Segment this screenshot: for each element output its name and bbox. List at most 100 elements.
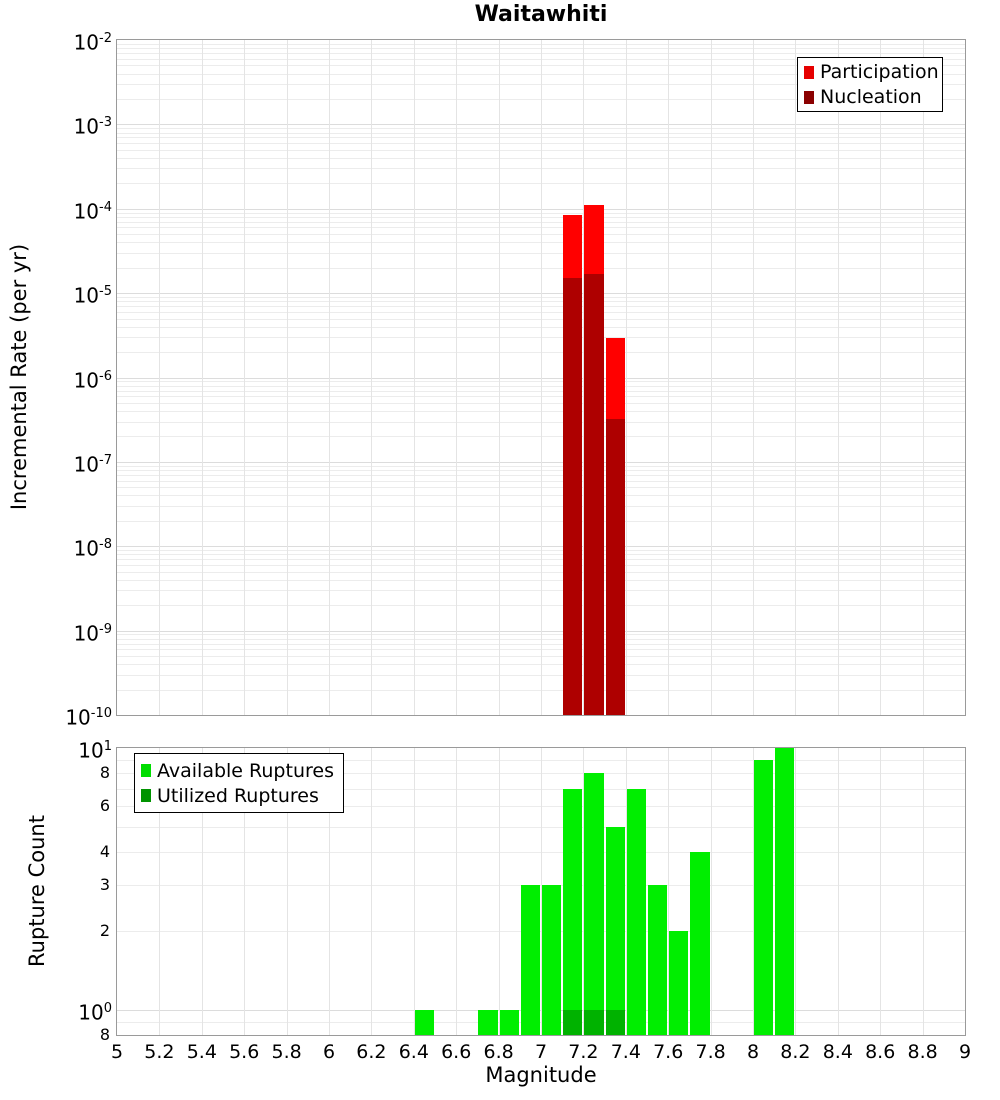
gridline-vertical: [413, 40, 415, 715]
gridline-vertical: [159, 748, 161, 1035]
x-tick-label: 7.8: [695, 1041, 726, 1063]
gridline-vertical: [286, 40, 288, 715]
gridline-vertical: [413, 748, 415, 1035]
gridline-vertical: [456, 748, 458, 1035]
x-tick-label: 8.2: [780, 1041, 811, 1063]
gridline-vertical: [456, 40, 458, 715]
x-tick-label: 8.8: [907, 1041, 938, 1063]
gridline-vertical: [201, 748, 203, 1035]
x-tick-label: 6.4: [398, 1041, 429, 1063]
bar-utilized-ruptures: [563, 1009, 583, 1035]
gridline-vertical: [201, 40, 203, 715]
y-minor-tick-label: 3: [99, 874, 110, 894]
gridline-vertical: [880, 748, 882, 1035]
y-tick-label: 10-3: [73, 115, 112, 140]
legend-item-nucleation: Nucleation: [804, 86, 936, 108]
gridline-vertical: [625, 748, 627, 1035]
x-tick-label: 5.2: [144, 1041, 175, 1063]
legend-label-available-ruptures: Available Ruptures: [157, 759, 334, 782]
y-minor-tick-label: 6: [99, 796, 110, 816]
bar-available-ruptures: [754, 759, 774, 1035]
gridline-vertical: [668, 748, 670, 1035]
gridline-vertical: [795, 40, 797, 715]
x-tick-label: 8.6: [865, 1041, 896, 1063]
bar-available-ruptures: [520, 884, 540, 1035]
gridline-vertical: [583, 748, 585, 1035]
gridline-vertical: [541, 40, 542, 715]
participation-swatch: [804, 65, 814, 79]
gridline-vertical: [244, 40, 246, 715]
x-axis-label: Magnitude: [485, 1063, 597, 1087]
bar-available-ruptures: [775, 748, 795, 1035]
y-tick-label: 10-4: [73, 199, 112, 224]
gridline-vertical: [371, 748, 373, 1035]
gridline-vertical: [795, 748, 797, 1035]
y-tick-label: 10-2: [73, 30, 112, 55]
y-minor-tick-label: 8: [99, 763, 110, 783]
y-tick-label: 10-7: [73, 452, 112, 477]
rate-plot-area: [116, 39, 966, 716]
y-minor-tick-label: 2: [99, 920, 110, 940]
bar-available-ruptures: [669, 930, 689, 1035]
bar-utilized-ruptures: [584, 1009, 604, 1035]
x-tick-label: 6: [322, 1041, 336, 1063]
bar-available-ruptures: [563, 788, 583, 1035]
legend-label-participation: Participation: [820, 61, 939, 83]
x-tick-label: 5.4: [186, 1041, 217, 1063]
y-tick-label: 10-9: [73, 621, 112, 646]
y-tick-label: 10-8: [73, 536, 112, 561]
bar-nucleation: [605, 419, 625, 715]
gridline-vertical: [922, 748, 924, 1035]
bar-available-ruptures: [605, 826, 625, 1035]
bar-nucleation: [563, 278, 583, 715]
gridline-vertical: [753, 748, 754, 1035]
x-tick-label: 5: [110, 1041, 124, 1063]
available-ruptures-swatch: [141, 764, 151, 777]
gridline-vertical: [371, 40, 373, 715]
y-minor-tick-label: 8: [99, 1025, 110, 1044]
bar-available-ruptures: [414, 1009, 434, 1035]
gridline-vertical: [541, 748, 542, 1035]
legend-label-nucleation: Nucleation: [820, 86, 922, 108]
x-tick-label: 8.4: [822, 1041, 853, 1063]
bar-available-ruptures: [478, 1009, 498, 1035]
legend-rate: Participation Nucleation: [797, 57, 943, 112]
nucleation-swatch: [804, 90, 814, 104]
bar-available-ruptures: [690, 852, 710, 1035]
bar-available-ruptures: [542, 884, 562, 1035]
y-tick-label: 101: [78, 738, 112, 763]
x-tick-label: 6.6: [441, 1041, 472, 1063]
legend-label-utilized-ruptures: Utilized Ruptures: [157, 784, 319, 807]
gridline-vertical: [244, 748, 246, 1035]
gridline-vertical: [837, 748, 839, 1035]
legend-item-participation: Participation: [804, 61, 939, 83]
y-tick-label: 10-10: [65, 705, 112, 730]
gridline-vertical: [710, 40, 712, 715]
x-tick-label: 5.8: [271, 1041, 302, 1063]
gridline-vertical: [329, 40, 330, 715]
gridline-vertical: [625, 40, 627, 715]
x-tick-label: 6.2: [356, 1041, 387, 1063]
gridline-vertical: [753, 40, 754, 715]
gridline-vertical: [880, 40, 882, 715]
x-tick-label: 6.8: [483, 1041, 514, 1063]
legend-item-utilized-ruptures: Utilized Ruptures: [141, 785, 337, 807]
x-tick-label: 5.6: [229, 1041, 260, 1063]
x-tick-label: 7.2: [568, 1041, 599, 1063]
bar-available-ruptures: [499, 1009, 519, 1035]
bar-available-ruptures: [648, 884, 668, 1035]
x-tick-label: 7.6: [653, 1041, 684, 1063]
gridline-vertical: [837, 40, 839, 715]
bar-available-ruptures: [626, 788, 646, 1035]
bar-available-ruptures: [584, 773, 604, 1035]
bar-nucleation: [584, 273, 604, 715]
x-tick-label: 7: [534, 1041, 548, 1063]
gridline-vertical: [922, 40, 924, 715]
utilized-ruptures-swatch: [141, 789, 151, 802]
y-tick-label: 10-6: [73, 368, 112, 393]
y-minor-tick-label: 4: [99, 842, 110, 862]
gridline-vertical: [498, 748, 500, 1035]
x-tick-label: 8: [746, 1041, 760, 1063]
